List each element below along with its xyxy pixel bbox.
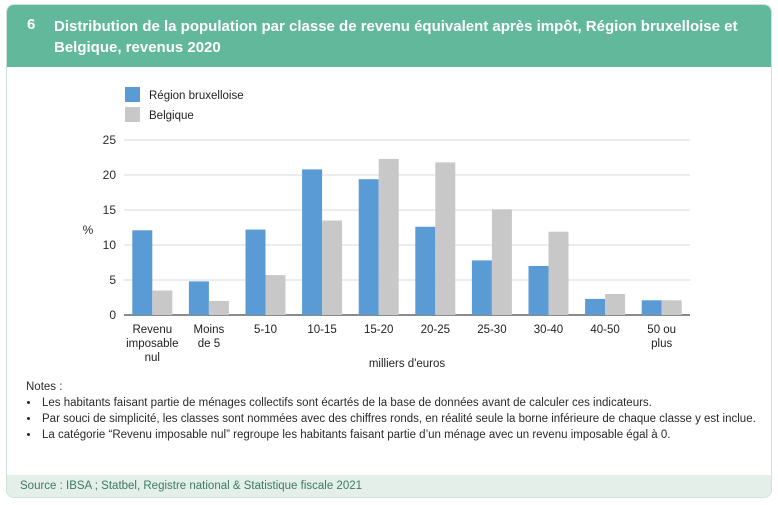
x-tick-label-line: Revenu — [132, 324, 172, 336]
x-tick-label-line: 50 ou — [647, 324, 676, 336]
x-tick-label: 25-30 — [477, 324, 506, 336]
bar-belgique — [605, 294, 626, 315]
y-tick-label: 10 — [103, 238, 117, 252]
notes-heading: Notes : — [26, 381, 63, 393]
x-tick-label: 20-25 — [421, 324, 450, 336]
bar-region-bruxelloise — [641, 300, 662, 315]
bar-region-bruxelloise — [358, 179, 379, 315]
bar-belgique — [322, 220, 343, 315]
x-tick-label-line: 5-10 — [254, 324, 277, 336]
x-tick-label-line: de 5 — [198, 338, 220, 350]
x-tick-label-line: 30-40 — [534, 324, 563, 336]
note-item: La catégorie “Revenu imposable nul” regr… — [40, 427, 766, 443]
bar-region-bruxelloise — [415, 226, 436, 315]
x-tick-label: 5-10 — [254, 324, 277, 336]
x-tick-label-line: 40-50 — [590, 324, 619, 336]
x-axis-label: milliers d'euros — [369, 358, 446, 370]
y-tick-label: 25 — [103, 133, 117, 147]
legend-swatch — [125, 107, 140, 122]
figure-header: 6 Distribution de la population par clas… — [7, 5, 771, 67]
x-tick-label: Moins de 5 — [194, 324, 225, 350]
bar-region-bruxelloise — [188, 281, 209, 315]
x-tick-label-line: nul — [145, 352, 160, 364]
bar-belgique — [265, 275, 286, 315]
note-item: Par souci de simplicité, les classes son… — [40, 411, 766, 427]
x-tick-label: Revenu imposable nul — [126, 324, 178, 364]
y-tick-label: 15 — [103, 203, 117, 217]
notes-block: Notes : Les habitants faisant partie de … — [26, 379, 766, 443]
x-tick-label-line: 15-20 — [364, 324, 393, 336]
y-tick-label: 5 — [109, 273, 116, 287]
notes-list: Les habitants faisant partie de ménages … — [26, 395, 766, 443]
bar-region-bruxelloise — [245, 229, 266, 315]
x-tick-label-line: 20-25 — [421, 324, 450, 336]
figure-number: 6 — [27, 16, 36, 33]
y-axis-label: % — [83, 223, 94, 237]
legend-swatch — [125, 87, 140, 102]
note-item: Les habitants faisant partie de ménages … — [40, 395, 766, 411]
legend-label: Région bruxelloise — [149, 90, 244, 102]
x-tick-label-line: plus — [651, 338, 672, 350]
bar-region-bruxelloise — [132, 230, 153, 315]
bar-region-bruxelloise — [471, 260, 492, 315]
bar-region-bruxelloise — [528, 266, 549, 315]
x-tick-label: 15-20 — [364, 324, 393, 336]
bar-belgique — [661, 300, 682, 315]
bar-belgique — [548, 231, 569, 315]
x-tick-label-line: 10-15 — [307, 324, 336, 336]
bar-region-bruxelloise — [585, 298, 606, 315]
legend-label: Belgique — [149, 110, 194, 122]
x-tick-label-line: imposable — [126, 338, 178, 350]
x-tick-label-line: 25-30 — [477, 324, 506, 336]
source-line: Source : IBSA ; Statbel, Registre nation… — [7, 475, 771, 497]
x-tick-label: 30-40 — [534, 324, 563, 336]
bar-belgique — [435, 162, 456, 315]
y-tick-label: 0 — [109, 308, 116, 322]
x-tick-label-line: Moins — [194, 324, 225, 336]
bar-belgique — [378, 158, 399, 315]
bar-belgique — [152, 290, 173, 315]
bar-belgique — [208, 301, 229, 315]
bar-region-bruxelloise — [302, 169, 323, 315]
x-tick-label: 10-15 — [307, 324, 336, 336]
y-tick-label: 20 — [103, 168, 117, 182]
figure-title: Distribution de la population par classe… — [54, 18, 738, 56]
x-tick-label: 40-50 — [590, 324, 619, 336]
bar-belgique — [491, 209, 512, 315]
x-tick-label: 50 ou plus — [647, 324, 676, 350]
